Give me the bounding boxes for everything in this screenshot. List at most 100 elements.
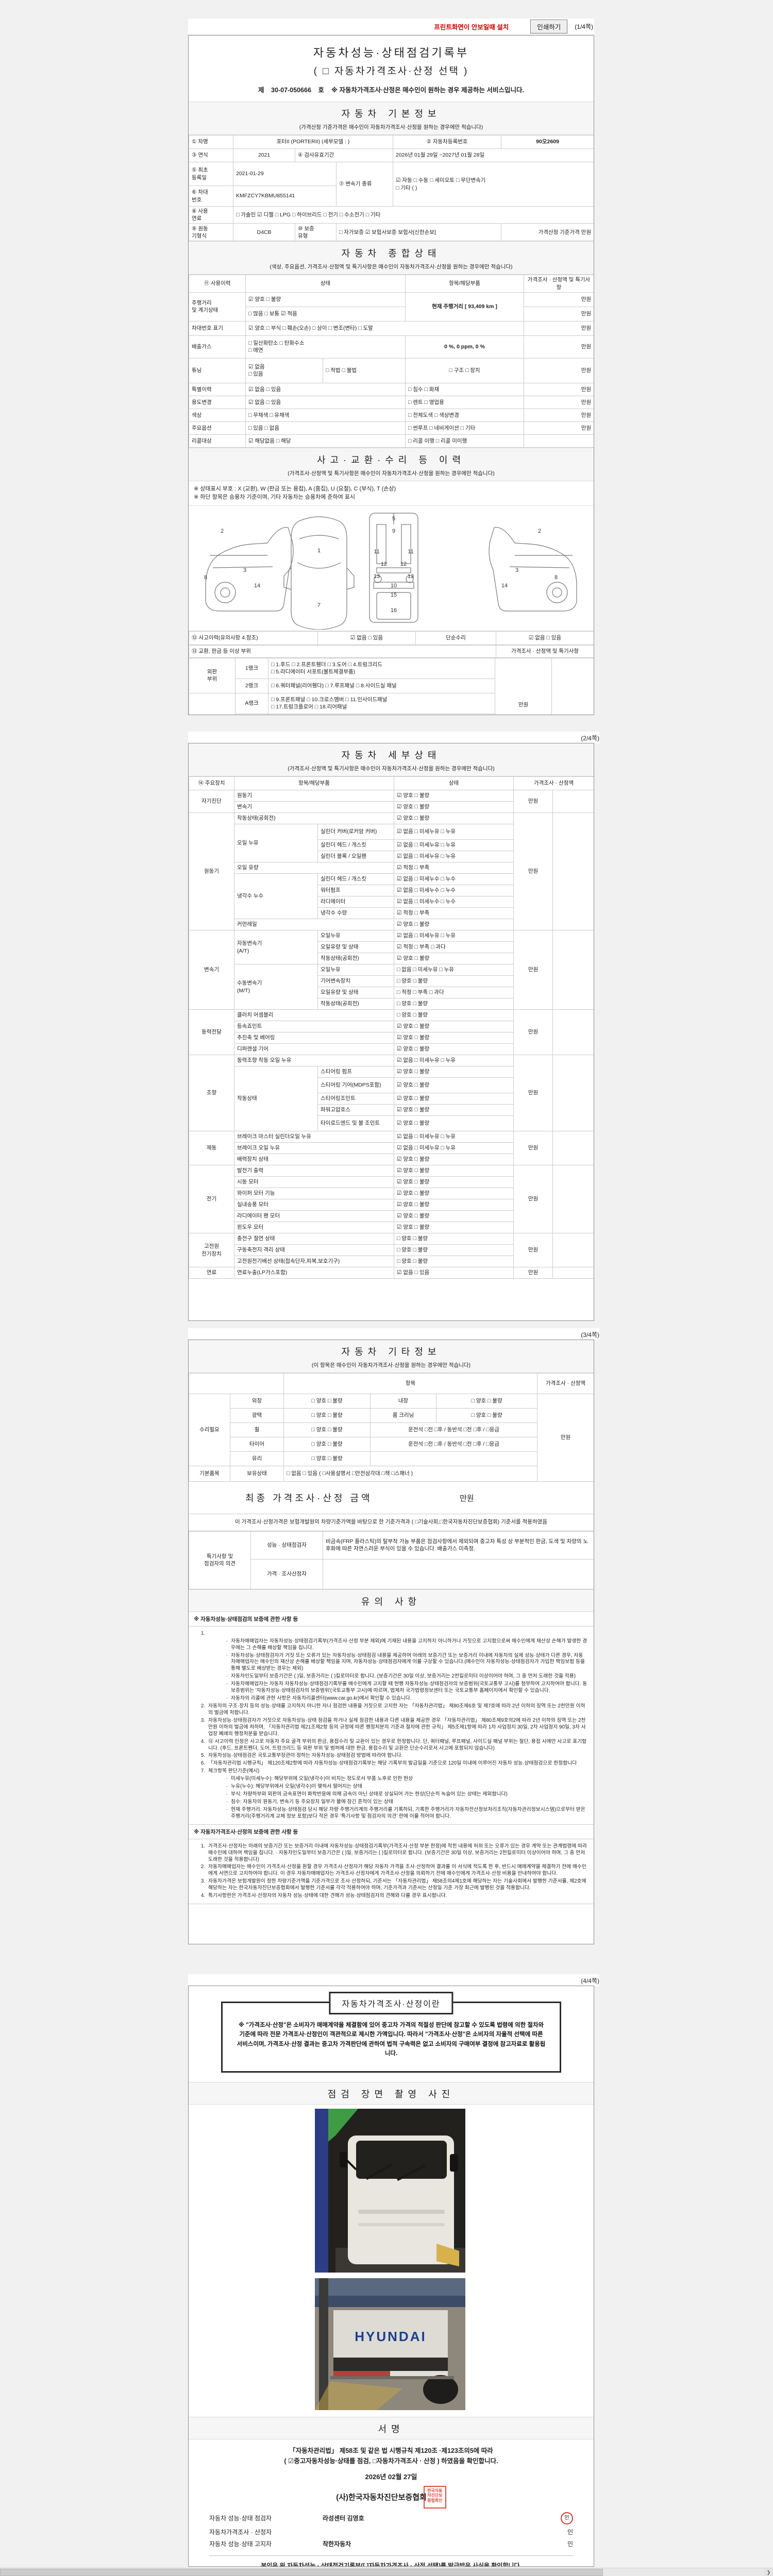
- document-subtitle: ( □ 자동차가격조사·산정 선택 ): [313, 66, 469, 77]
- cell: 디퍼렌셜 기어: [233, 1043, 395, 1055]
- signer-label: 자동차가격조사 · 산정자: [209, 2528, 272, 2536]
- notice-bullet: · 자동차매매업자는 자동차성능·상태점검기록부(가격조사·산정 부분 제외)에 …: [192, 1638, 587, 1652]
- cell: 내장: [370, 1394, 436, 1409]
- document-number-line: 제 30-07-050666 호 ※ 자동차가격조사·산정은 매수인이 원하는 …: [189, 84, 594, 94]
- cell: 구동축전지 격리 상태: [233, 1244, 395, 1256]
- other-table: 항목 가격조사 · 산정액 수리필요 외장 □ 양호 □ 불량 내장 □ 양호 □ 불량 만원…: [189, 1373, 594, 1482]
- table-row: 차대번호 표기 ☑ 양호 □ 부식 □ 훼손(오손) □ 상이 □ 변조(변타) …: [189, 320, 594, 336]
- table-row: 실린더 헤드 / 개스킷 ☑ 없음 □ 미세누유 □ 누유: [189, 839, 594, 851]
- notice-section-title: ※ 자동차가격조사·산정의 보증에 관한 사항 등: [189, 1825, 594, 1839]
- cell: 오일 누유: [234, 824, 318, 862]
- cell: ☑ 없음 □ 미세누유 □ 누유: [394, 1142, 514, 1154]
- table-row: 실린더 블록 / 오일팬 ☑ 없음 □ 미세누유 □ 누유: [189, 851, 594, 862]
- cell: 동력조향 작동 오일 누유: [233, 1055, 395, 1066]
- cell: ☑ 양호 □ 불량: [394, 1104, 514, 1116]
- cell: 윈도우 모터: [233, 1222, 395, 1233]
- cell: ☑ 없음 □ 미세누수 □ 누수: [394, 896, 514, 908]
- bullet-dot-icon: ·: [226, 1799, 228, 1805]
- cell: 냉각수 누수: [234, 873, 318, 919]
- cell: 타이로드엔드 및 볼 조인트: [317, 1115, 395, 1131]
- install-notice-link[interactable]: 프린트화면이 안보일때 설치: [434, 23, 509, 31]
- doc-no: 30-07-050666: [271, 87, 311, 94]
- notice-item-number: 7.: [200, 1768, 205, 1774]
- horizontal-scrollbar[interactable]: ❯: [0, 2568, 773, 2576]
- cell: 현재 주행거리 [ 93,409 km ]: [405, 292, 525, 321]
- cell: ☑ 양호 □ 불량: [394, 953, 514, 964]
- section-caution-header: 유의 사항: [189, 1589, 594, 1612]
- cell: [552, 812, 594, 930]
- notice-bullet: · 누유(누수): 해당부위에서 오일(냉각수)이 맺혀서 떨어지는 상태: [192, 1784, 587, 1790]
- cell: [552, 1131, 594, 1165]
- table-row: 작동상태(공회전) ☑ 양호 □ 불량: [189, 953, 594, 964]
- notice-item-text: 자동차매매업자는 매수인이 가격조사·산정을 원할 경우 가격조사·산정자가 해…: [208, 1864, 586, 1877]
- cell: ☑ 없음 □ 미세누유 □ 누유: [394, 839, 514, 851]
- table-row: 시동 모터 ☑ 양호 □ 불량: [189, 1176, 594, 1188]
- cell: 수동변속기 (M/T): [234, 964, 318, 1010]
- panel-rank-table-wrap: 외판 부위 1랭크 □ 1.후드 □ 2.프론트휀더 □ 3.도어 □ 4.트렁크리드…: [189, 657, 594, 715]
- notice-item: 3. 자동차성능·상태점검자가 거짓으로 자동차성능·상태 점검을 하거나 실제 …: [192, 1718, 587, 1738]
- table-row: 추진축 및 베어링 ☑ 양호 □ 불량: [189, 1032, 594, 1044]
- diagram-part-number: 9: [392, 528, 395, 534]
- cell: □ 적정 □ 부족 □ 과다: [394, 987, 514, 998]
- section-basic-sub: (가격산정 기준가격은 매수인이 자동차가격조사·산정을 원하는 경우에만 적습…: [299, 124, 483, 130]
- cell: [552, 930, 594, 1010]
- notice-item-text: 자동차가격은 보험개발원이 정한 차량기준가액을 기준가격으로 조사·산정하되,…: [208, 1878, 586, 1891]
- notice-item-text: 「자동차관리법 시행규칙」 제120조제2항에 따라 자동차성능·상태점검기록부…: [208, 1760, 577, 1767]
- cell: 실린더 헤드 / 개스킷: [317, 839, 395, 851]
- cell: [323, 1558, 594, 1589]
- bullet-dot-icon: ·: [226, 1673, 228, 1680]
- cell: 라디에이터: [317, 896, 395, 908]
- signer-row: 자동차 성능·상태 점검자 라성센터 김영호 인: [209, 2512, 573, 2524]
- notice-bullet-text: 누유(누수): 해당부위에서 오일(냉각수)이 맺혀서 떨어지는 상태: [231, 1784, 362, 1790]
- bullet-dot-icon: ·: [226, 1784, 228, 1790]
- cell: 리콜대상: [189, 434, 246, 448]
- table-row: 스티어링조인트 ☑ 양호 □ 불량: [189, 1093, 594, 1105]
- cell: 특별이력: [189, 382, 246, 396]
- cell: [552, 1055, 594, 1131]
- scrollbar-right-arrow-icon[interactable]: ❯: [764, 2568, 773, 2576]
- cell: □ 6.쿼터패널(리어휀다) □ 7.루프패널 □ 8.사이드실 패널: [268, 678, 495, 693]
- table-row: 휠 □ 양호 □ 불량 운전석 □전 □후 / 동반석 □전 □후 / □응급: [189, 1422, 594, 1437]
- cell: ☑ 없음 □ 있음: [245, 382, 406, 396]
- price-survey-info-box: 자동차가격조사·산정이란 ※ "가격조사·산정"은 소비자가 매매계약을 체결함…: [221, 1992, 561, 2073]
- cell: 워터펌프: [317, 885, 395, 896]
- diagram-part-number: 10: [391, 583, 397, 589]
- table-row: 오일 누유 실린더 커버(로커암 커버) ☑ 없음 □ 미세누유 □ 누유: [189, 824, 594, 862]
- cell: 전기: [189, 1165, 234, 1233]
- scrollbar-thumb[interactable]: [0, 2569, 603, 2576]
- cell: [189, 1373, 284, 1394]
- page-2: 자동차 세부상태 (가격조사·산정액 및 특기사항은 매수인이 자동차가격조사·…: [188, 743, 594, 1321]
- page-marker-4: (4/4쪽): [188, 1974, 599, 1986]
- cell: □ 양호 □ 불량: [283, 1422, 371, 1437]
- print-button[interactable]: 인쇄하기: [530, 19, 568, 33]
- notice-item: 4. 특기사항란은 가격조사·산정자의 자동차 성능·상태에 대한 견해가 성능·…: [192, 1893, 587, 1900]
- notice-bullet-text: 자동차매매업자는 자동차 자동차성능·상태점검기록부를 매수인에게 고지할 때 …: [231, 1681, 587, 1694]
- section-overall-title: 자동차 종합상태: [341, 248, 441, 259]
- diagram-part-number: 11: [374, 549, 379, 555]
- cell: 만원: [524, 320, 594, 336]
- page-marker-1: (1/4쪽): [575, 23, 593, 30]
- cell: 색상: [189, 408, 246, 422]
- sign-statement-line1: 「자동차관리법」 제58조 및 같은 법 시행규칙 제120조 ·제123조의5…: [289, 2447, 493, 2454]
- diagram-part-number: 15: [391, 592, 397, 598]
- cell: ☑ 없음 □ 미세누유 □ 누유: [394, 1055, 514, 1066]
- page-4: 자동차가격조사·산정이란 ※ "가격조사·산정"은 소비자가 매매계약을 체결함…: [188, 1986, 594, 2567]
- section-photos-title: 점검 장면 촬영 사진: [327, 2089, 455, 2099]
- table-row: ⑤ 최초 등록일 2021-01-29 ⑦ 변속기 종류 ☑ 자동 □ 수동 □ 세미오…: [189, 162, 594, 207]
- final-price-unit: 만원: [460, 1494, 474, 1503]
- cell: 원동기: [233, 790, 395, 802]
- table-row: 연료 연료누출(LP가스포함) ☑ 없음 □ 있음 만원: [189, 1267, 594, 1279]
- cell: 0 %, 0 ppm, 0 %: [405, 335, 525, 359]
- cell: □ 가솔린 ☑ 디젤 □ LPG □ 하이브리드 □ 전기 □ 수소전기 □ 기…: [233, 206, 594, 224]
- cell: 만원: [513, 1267, 553, 1279]
- cell: □ 적법 □ 불법: [322, 358, 406, 383]
- table-row: 타이어 □ 양호 □ 불량 운전석 □전 □후 / 동반석 □전 □후 / □응급: [189, 1437, 594, 1452]
- section-overall-sub: (색상, 주요옵션, 가격조사·산정액 및 특기사항은 매수인이 자동차가격조사…: [270, 264, 513, 270]
- cell: ② 자동차등록번호: [393, 135, 501, 149]
- cell: 차대번호 표기: [189, 320, 246, 336]
- cell: [552, 1165, 594, 1233]
- red-seal-stamp-icon: 인: [561, 2512, 573, 2524]
- cell: ☑ 없음 □ 있음: [496, 631, 594, 645]
- section-detail-sub: (가격조사·산정액 및 특기사항은 매수인이 자동차가격조사·산정을 원하는 경…: [288, 766, 495, 772]
